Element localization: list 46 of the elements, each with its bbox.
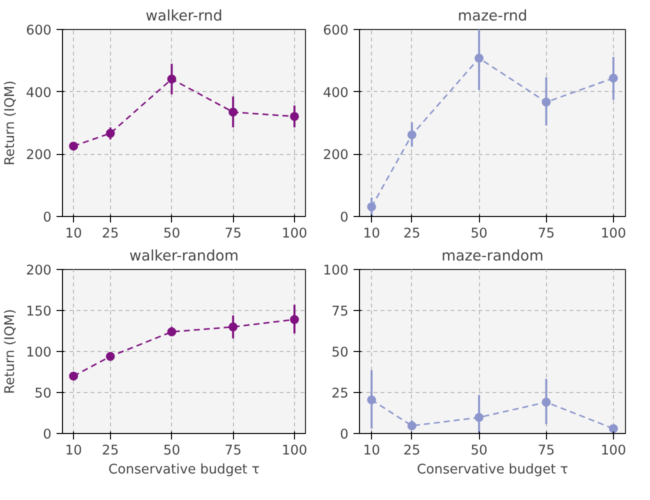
y-tick-label: 0 — [340, 428, 349, 442]
y-tick-label: 75 — [332, 304, 349, 320]
x-tick-label: 75 — [538, 226, 555, 242]
x-axis-title: Conservative budget τ — [416, 462, 568, 478]
y-axis-title: Return (IQM) — [3, 80, 18, 166]
x-tick-label: 50 — [163, 444, 180, 458]
y-tick-label: 100 — [323, 264, 349, 278]
x-tick-label: 25 — [403, 226, 420, 242]
y-tick-label: 25 — [332, 386, 349, 402]
y-tick-label: 400 — [323, 86, 349, 101]
chart-title: maze-rnd — [458, 8, 528, 24]
y-tick-label: 0 — [43, 210, 52, 226]
x-tick-label: 100 — [282, 226, 308, 242]
x-tick-label: 10 — [65, 226, 82, 242]
chart-title: walker-rnd — [146, 8, 222, 24]
x-tick-label: 100 — [600, 226, 626, 242]
y-tick-label: 50 — [332, 346, 349, 360]
y-tick-label: 50 — [34, 386, 52, 402]
x-tick-label: 75 — [538, 444, 555, 458]
x-tick-label: 10 — [363, 444, 380, 458]
x-axis-title: Conservative budget τ — [108, 462, 260, 478]
x-tick-label: 100 — [282, 444, 308, 458]
y-axis-title: Return (IQM) — [3, 309, 18, 394]
x-tick-label: 75 — [224, 226, 242, 242]
chart-title: maze-random — [441, 248, 544, 264]
y-tick-label: 400 — [26, 86, 52, 101]
y-tick-label: 150 — [26, 304, 52, 320]
x-tick-label: 10 — [65, 444, 82, 458]
x-tick-label: 25 — [403, 444, 420, 458]
chart-title: walker-random — [129, 248, 239, 264]
x-tick-label: 10 — [363, 226, 380, 242]
y-tick-label: 200 — [26, 264, 52, 278]
y-tick-label: 600 — [26, 24, 52, 38]
x-tick-label: 50 — [470, 226, 488, 242]
y-tick-label: 100 — [26, 346, 52, 360]
x-tick-label: 50 — [163, 226, 180, 242]
y-tick-label: 200 — [26, 148, 52, 164]
x-tick-label: 100 — [600, 444, 626, 458]
y-tick-label: 0 — [43, 428, 52, 442]
y-tick-label: 600 — [323, 24, 349, 38]
x-tick-label: 25 — [102, 226, 119, 242]
y-tick-label: 200 — [323, 148, 349, 164]
x-tick-label: 50 — [470, 444, 488, 458]
x-tick-label: 25 — [102, 444, 119, 458]
x-tick-label: 75 — [224, 444, 242, 458]
y-tick-label: 0 — [340, 210, 349, 226]
